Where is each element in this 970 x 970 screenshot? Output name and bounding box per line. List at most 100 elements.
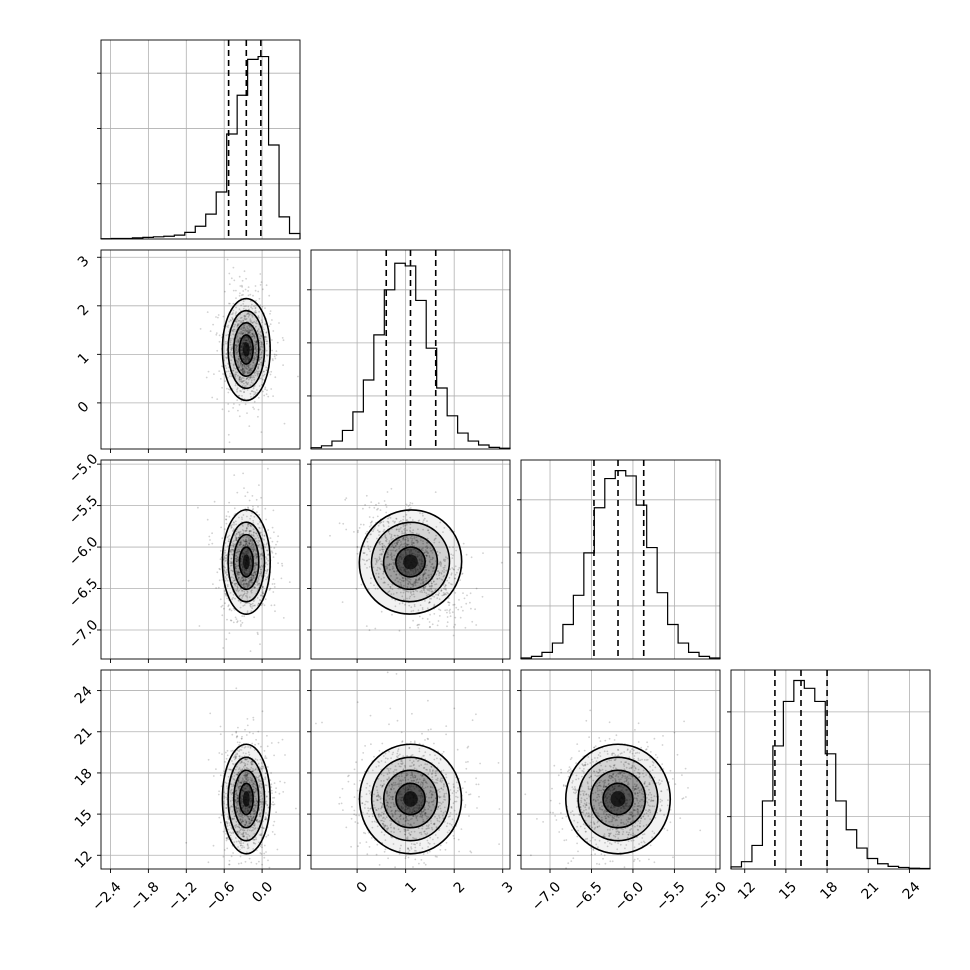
scatter-point	[244, 580, 247, 582]
scatter-point	[244, 315, 247, 318]
scatter-point	[236, 773, 239, 776]
scatter-point	[243, 314, 246, 317]
scatter-point	[229, 562, 231, 565]
scatter-point	[441, 779, 444, 782]
scatter-point	[243, 768, 246, 770]
scatter-point	[386, 671, 389, 674]
scatter-point	[387, 542, 390, 545]
scatter-point	[241, 523, 244, 526]
scatter-point	[398, 792, 400, 794]
scatter-point	[266, 554, 269, 556]
scatter-point	[255, 789, 257, 792]
scatter-point	[412, 590, 415, 593]
scatter-point	[404, 603, 406, 606]
scatter-point	[260, 341, 263, 344]
scatter-point	[235, 538, 238, 541]
scatter-point	[235, 337, 238, 339]
scatter-point	[237, 846, 240, 848]
scatter-point	[415, 570, 417, 573]
scatter-point	[276, 341, 279, 344]
scatter-point	[260, 353, 262, 356]
scatter-point	[408, 577, 411, 580]
scatter-point	[239, 797, 242, 799]
scatter-point	[248, 791, 251, 794]
scatter-point	[232, 330, 235, 333]
scatter-point	[240, 770, 242, 772]
scatter-point	[234, 806, 237, 808]
scatter-point	[255, 838, 258, 841]
scatter-point	[245, 569, 247, 572]
scatter-point	[410, 583, 413, 586]
scatter-point	[250, 793, 253, 796]
scatter-point	[428, 569, 430, 572]
scatter-point	[243, 270, 246, 273]
scatter-point	[234, 344, 237, 347]
scatter-point	[237, 779, 240, 782]
scatter-point	[454, 616, 457, 619]
scatter-point	[363, 552, 365, 554]
scatter-point	[248, 324, 251, 327]
scatter-point	[185, 841, 188, 844]
scatter-point	[248, 584, 251, 587]
scatter-point	[244, 787, 247, 790]
scatter-point	[250, 346, 253, 348]
scatter-point	[239, 292, 241, 295]
scatter-point	[233, 841, 236, 843]
scatter-point	[259, 520, 261, 523]
scatter-point	[229, 319, 232, 321]
scatter-point	[413, 537, 416, 540]
scatter-point	[269, 779, 272, 781]
scatter-point	[259, 553, 262, 556]
scatter-point	[243, 365, 246, 368]
scatter-point	[228, 608, 231, 611]
density-fill	[403, 554, 418, 570]
scatter-point	[230, 544, 233, 547]
scatter-point	[242, 358, 245, 360]
scatter-point	[422, 818, 425, 821]
scatter-point	[399, 568, 402, 570]
scatter-point	[406, 529, 408, 532]
scatter-point	[399, 591, 402, 594]
scatter-point	[376, 537, 378, 540]
scatter-point	[247, 290, 250, 292]
scatter-point	[234, 384, 237, 387]
scatter-point	[407, 580, 410, 583]
scatter-point	[405, 577, 407, 580]
scatter-point	[440, 589, 443, 591]
scatter-point	[240, 560, 242, 563]
scatter-point	[225, 593, 228, 596]
scatter-point	[261, 342, 263, 345]
scatter-point	[238, 415, 241, 418]
scatter-point	[227, 838, 230, 840]
scatter-point	[259, 801, 262, 803]
scatter-point	[436, 817, 439, 820]
scatter-point	[265, 795, 268, 798]
scatter-point	[404, 531, 406, 534]
scatter-point	[263, 545, 266, 548]
scatter-point	[245, 339, 248, 341]
scatter-point	[382, 530, 385, 533]
scatter-point	[264, 323, 267, 325]
scatter-point	[245, 538, 247, 541]
scatter-point	[240, 840, 243, 843]
scatter-point	[236, 371, 239, 373]
scatter-point	[225, 522, 228, 525]
scatter-point	[241, 563, 244, 565]
scatter-point	[252, 406, 255, 409]
scatter-point	[241, 370, 244, 373]
scatter-point	[243, 604, 246, 607]
scatter-point	[259, 821, 261, 824]
scatter-point	[249, 368, 252, 371]
scatter-point	[247, 778, 250, 781]
scatter-point	[461, 572, 464, 575]
scatter-point	[236, 784, 238, 787]
scatter-point	[222, 315, 225, 318]
scatter-point	[263, 534, 266, 537]
scatter-point	[379, 540, 382, 543]
scatter-point	[420, 795, 423, 797]
scatter-point	[400, 569, 403, 572]
scatter-point	[416, 842, 418, 844]
scatter-point	[396, 542, 398, 544]
scatter-point	[427, 574, 429, 577]
scatter-point	[224, 580, 227, 582]
